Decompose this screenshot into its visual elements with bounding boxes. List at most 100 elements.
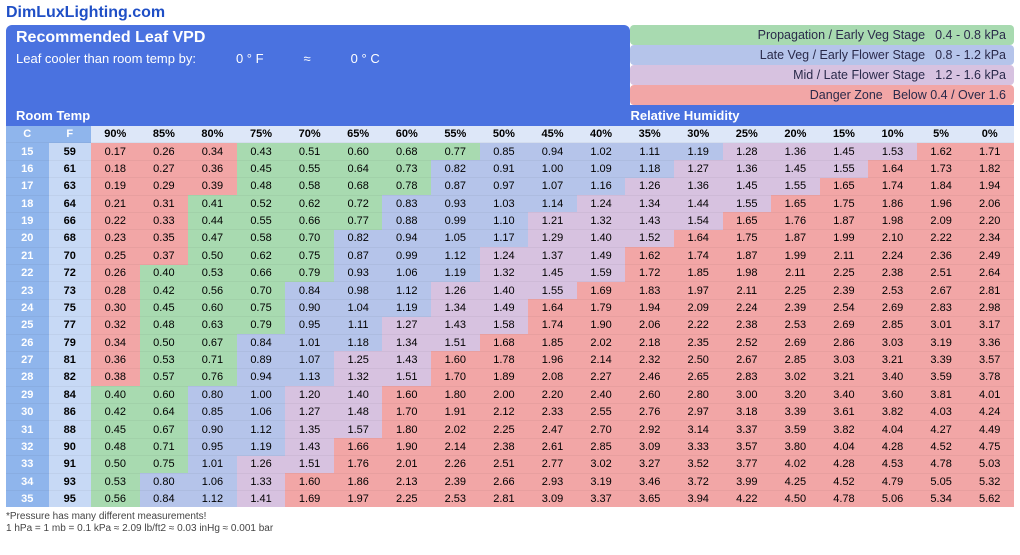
vpd-cell: 1.87 <box>820 212 869 229</box>
vpd-cell: 0.85 <box>188 404 237 421</box>
vpd-cell: 1.43 <box>431 317 480 334</box>
vpd-cell: 0.66 <box>285 212 334 229</box>
vpd-cell: 0.62 <box>237 247 286 264</box>
table-row: 26790.340.500.670.841.011.181.341.511.68… <box>6 334 1014 351</box>
vpd-cell: 1.06 <box>188 473 237 490</box>
vpd-cell: 1.48 <box>334 404 383 421</box>
vpd-cell: 1.79 <box>577 299 626 316</box>
vpd-cell: 4.03 <box>917 404 966 421</box>
vpd-cell: 1.75 <box>723 230 772 247</box>
vpd-cell: 0.26 <box>91 265 140 282</box>
vpd-cell: 1.59 <box>577 265 626 282</box>
vpd-cell: 1.03 <box>480 195 529 212</box>
vpd-cell: 0.36 <box>91 351 140 368</box>
relative-humidity-section-label: Relative Humidity <box>366 108 1004 123</box>
temp-f-cell: 93 <box>49 473 92 490</box>
vpd-cell: 2.85 <box>577 438 626 455</box>
vpd-cell: 1.45 <box>723 178 772 195</box>
table-row: 25770.320.480.630.790.951.111.271.431.58… <box>6 317 1014 334</box>
vpd-cell: 0.84 <box>237 334 286 351</box>
vpd-cell: 1.34 <box>625 195 674 212</box>
vpd-cell: 1.53 <box>868 143 917 160</box>
vpd-cell: 2.83 <box>723 369 772 386</box>
vpd-cell: 2.20 <box>965 212 1014 229</box>
vpd-cell: 2.53 <box>771 317 820 334</box>
vpd-cell: 3.65 <box>625 490 674 507</box>
vpd-cell: 3.01 <box>917 317 966 334</box>
vpd-cell: 0.40 <box>91 386 140 403</box>
temp-f-cell: 59 <box>49 143 92 160</box>
vpd-cell: 1.10 <box>480 212 529 229</box>
vpd-cell: 5.32 <box>965 473 1014 490</box>
vpd-cell: 0.31 <box>140 195 189 212</box>
temp-f-cell: 70 <box>49 247 92 264</box>
vpd-cell: 1.91 <box>431 404 480 421</box>
vpd-cell: 0.95 <box>285 317 334 334</box>
vpd-cell: 0.21 <box>91 195 140 212</box>
vpd-cell: 1.18 <box>625 160 674 177</box>
vpd-cell: 2.64 <box>965 265 1014 282</box>
vpd-cell: 1.04 <box>334 299 383 316</box>
vpd-cell: 4.27 <box>917 421 966 438</box>
vpd-cell: 1.12 <box>431 247 480 264</box>
table-row: 27810.360.530.710.891.071.251.431.601.78… <box>6 351 1014 368</box>
vpd-cell: 3.20 <box>771 386 820 403</box>
vpd-cell: 3.99 <box>723 473 772 490</box>
vpd-cell: 3.19 <box>917 334 966 351</box>
vpd-cell: 1.28 <box>723 143 772 160</box>
col-header: 50% <box>480 126 529 143</box>
col-header: 0% <box>965 126 1014 143</box>
vpd-cell: 1.19 <box>431 265 480 282</box>
vpd-cell: 0.48 <box>91 438 140 455</box>
vpd-cell: 1.25 <box>334 351 383 368</box>
vpd-cell: 1.40 <box>577 230 626 247</box>
vpd-cell: 3.59 <box>917 369 966 386</box>
vpd-cell: 0.50 <box>140 334 189 351</box>
table-row: 34930.530.801.061.331.601.862.132.392.66… <box>6 473 1014 490</box>
vpd-cell: 1.86 <box>868 195 917 212</box>
table-row: 17630.190.290.390.480.580.680.780.870.97… <box>6 178 1014 195</box>
vpd-cell: 1.97 <box>334 490 383 507</box>
vpd-cell: 2.12 <box>480 404 529 421</box>
vpd-cell: 2.01 <box>382 456 431 473</box>
vpd-cell: 0.38 <box>91 369 140 386</box>
vpd-cell: 1.71 <box>965 143 1014 160</box>
vpd-cell: 2.50 <box>674 351 723 368</box>
vpd-cell: 2.77 <box>528 456 577 473</box>
vpd-cell: 3.14 <box>674 421 723 438</box>
vpd-cell: 0.23 <box>91 230 140 247</box>
table-row: 22720.260.400.530.660.790.931.061.191.32… <box>6 265 1014 282</box>
vpd-cell: 2.25 <box>820 265 869 282</box>
vpd-cell: 1.51 <box>431 334 480 351</box>
vpd-cell: 1.60 <box>382 386 431 403</box>
vpd-cell: 0.22 <box>91 212 140 229</box>
col-header: 30% <box>674 126 723 143</box>
vpd-cell: 1.64 <box>674 230 723 247</box>
footnote-line-2: 1 hPa = 1 mb = 0.1 kPa ≈ 2.09 lb/ft2 ≈ 0… <box>6 523 1014 535</box>
vpd-cell: 1.69 <box>285 490 334 507</box>
vpd-cell: 2.51 <box>480 456 529 473</box>
vpd-cell: 1.45 <box>528 265 577 282</box>
vpd-cell: 2.51 <box>917 265 966 282</box>
col-header: 80% <box>188 126 237 143</box>
vpd-cell: 1.85 <box>674 265 723 282</box>
table-row: 33910.500.751.011.261.511.762.012.262.51… <box>6 456 1014 473</box>
col-header: 40% <box>577 126 626 143</box>
vpd-cell: 0.90 <box>188 421 237 438</box>
vpd-cell: 4.25 <box>771 473 820 490</box>
vpd-cell: 1.55 <box>771 178 820 195</box>
vpd-cell: 1.98 <box>868 212 917 229</box>
vpd-cell: 0.93 <box>431 195 480 212</box>
vpd-cell: 1.40 <box>334 386 383 403</box>
vpd-cell: 0.78 <box>382 178 431 195</box>
legend-range: 1.2 - 1.6 kPa <box>935 68 1006 82</box>
vpd-cell: 2.11 <box>820 247 869 264</box>
vpd-cell: 3.60 <box>868 386 917 403</box>
table-row: 30860.420.640.851.061.271.481.701.912.12… <box>6 404 1014 421</box>
vpd-cell: 1.55 <box>723 195 772 212</box>
temp-c-cell: 33 <box>6 456 49 473</box>
vpd-cell: 0.35 <box>140 230 189 247</box>
vpd-cell: 0.70 <box>285 230 334 247</box>
vpd-cell: 1.54 <box>674 212 723 229</box>
temp-c-cell: 32 <box>6 438 49 455</box>
